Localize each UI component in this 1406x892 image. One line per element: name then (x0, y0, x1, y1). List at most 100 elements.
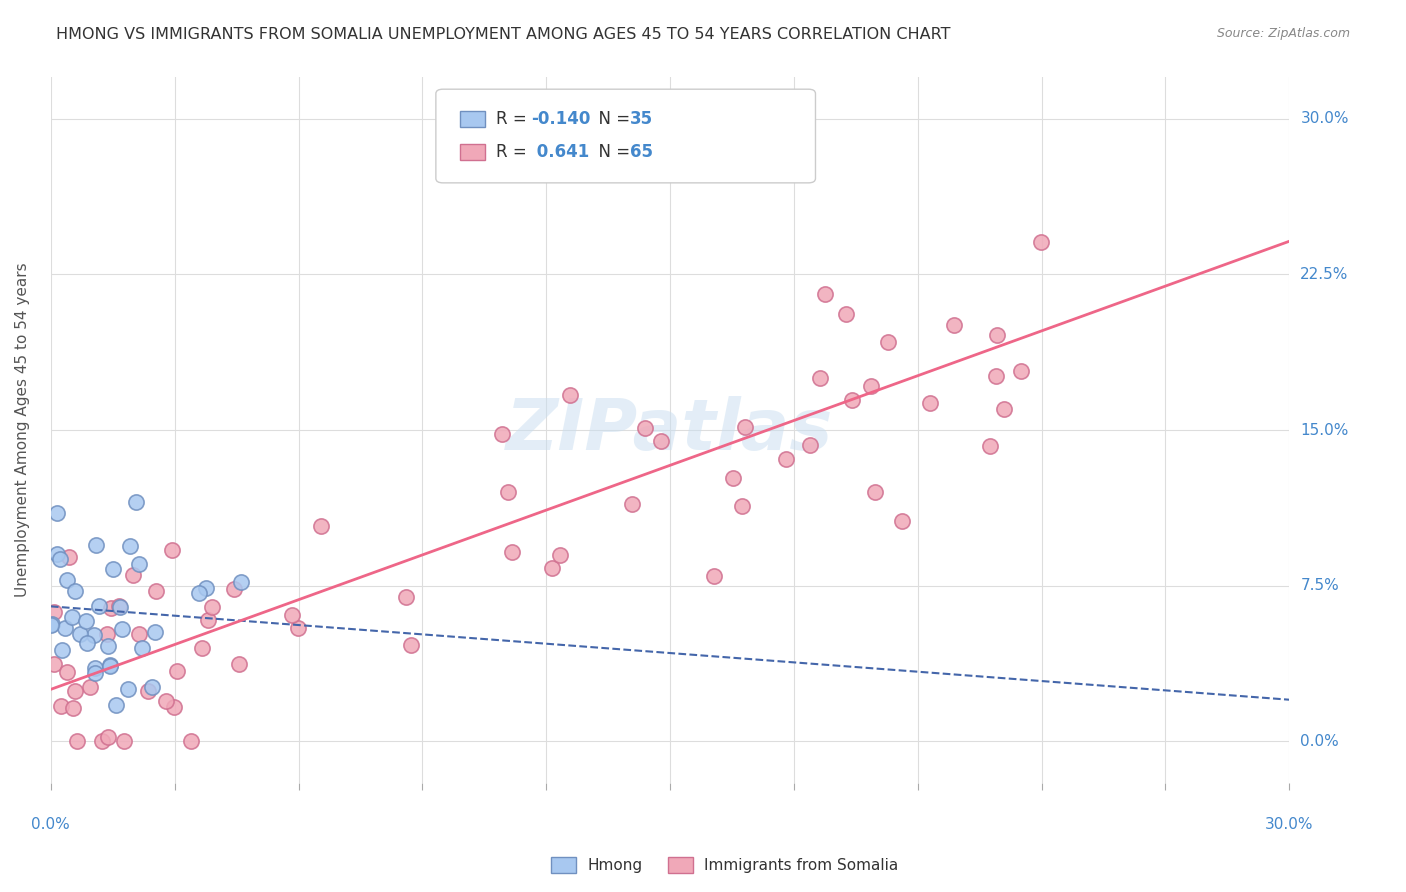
Point (194, 581, 217, 595)
Point (110, 599, 132, 614)
Point (39, 618, 62, 632)
Point (891, 514, 914, 528)
Point (731, 499, 754, 513)
Point (79, 680, 101, 694)
Point (104, 698, 127, 712)
Text: N =: N = (588, 143, 636, 161)
Point (145, 584, 167, 599)
Point (201, 599, 224, 614)
Point (45, 547, 67, 561)
Point (309, 518, 332, 533)
Point (399, 638, 422, 652)
Text: 0.0%: 0.0% (31, 817, 70, 832)
Point (84, 661, 107, 675)
Point (993, 402, 1015, 417)
Point (101, 562, 124, 576)
Point (112, 734, 135, 748)
Text: Hmong: Hmong (588, 858, 643, 872)
Point (197, 613, 219, 627)
Point (229, 574, 252, 589)
Point (118, 539, 141, 553)
Point (97, 639, 120, 653)
Point (918, 395, 941, 409)
Point (96, 627, 118, 641)
Point (58, 549, 80, 564)
Point (188, 586, 211, 600)
Point (1031, 235, 1053, 250)
Text: 22.5%: 22.5% (1301, 267, 1348, 282)
Point (558, 388, 581, 402)
Text: R =: R = (496, 143, 533, 161)
Point (191, 640, 214, 655)
Point (125, 495, 148, 509)
Point (89, 599, 111, 613)
Point (60, 610, 83, 624)
Point (56, 665, 79, 679)
Point (143, 625, 166, 640)
Text: HMONG VS IMMIGRANTS FROM SOMALIA UNEMPLOYMENT AMONG AGES 45 TO 54 YEARS CORRELAT: HMONG VS IMMIGRANTS FROM SOMALIA UNEMPLO… (56, 27, 950, 42)
Text: Immigrants from Somalia: Immigrants from Somalia (704, 858, 898, 872)
Point (66, 734, 89, 748)
Point (63, 584, 86, 599)
Point (634, 421, 657, 435)
Point (224, 582, 246, 596)
Point (69, 627, 91, 641)
Point (41, 617, 63, 632)
Point (155, 694, 177, 708)
Point (621, 497, 644, 511)
Point (501, 545, 523, 559)
Y-axis label: Unemployment Among Ages 45 to 54 years: Unemployment Among Ages 45 to 54 years (15, 263, 30, 598)
Point (45, 506, 67, 520)
Point (984, 368, 1007, 383)
Point (128, 627, 150, 641)
Point (111, 623, 134, 637)
Text: 0.0%: 0.0% (1301, 734, 1339, 748)
Point (703, 568, 725, 582)
Point (395, 591, 418, 605)
Point (541, 561, 564, 575)
Point (180, 734, 202, 748)
Point (108, 599, 131, 614)
Point (287, 621, 309, 635)
Point (131, 640, 153, 655)
Text: ZIPatlas: ZIPatlas (506, 395, 834, 465)
Point (122, 568, 145, 582)
Text: 30.0%: 30.0% (1301, 112, 1348, 127)
Point (860, 379, 883, 393)
Point (51, 642, 73, 657)
Point (100, 600, 122, 615)
Point (814, 287, 837, 301)
Point (548, 548, 571, 562)
Point (877, 335, 900, 350)
Point (163, 699, 186, 714)
Point (42, 657, 65, 672)
Point (97, 730, 120, 744)
Point (128, 558, 150, 572)
Text: -0.140: -0.140 (531, 110, 591, 128)
Point (496, 485, 519, 500)
Point (491, 427, 513, 442)
Point (841, 393, 863, 408)
Text: 30.0%: 30.0% (1265, 817, 1313, 832)
Point (84, 666, 107, 681)
Point (986, 328, 1008, 343)
Point (63, 684, 86, 698)
Point (808, 370, 831, 384)
Point (49, 698, 72, 713)
Point (166, 664, 188, 678)
Point (979, 439, 1001, 453)
Text: 0.641: 0.641 (531, 143, 589, 161)
Point (734, 420, 756, 434)
Point (83, 628, 105, 642)
Point (98, 658, 121, 673)
Point (55, 574, 77, 588)
Point (62, 700, 84, 714)
Point (117, 681, 139, 696)
Point (141, 680, 163, 694)
Text: 7.5%: 7.5% (1301, 578, 1339, 593)
Point (943, 318, 966, 333)
Text: R =: R = (496, 110, 533, 128)
Text: 65: 65 (630, 143, 652, 161)
Text: 15.0%: 15.0% (1301, 423, 1348, 438)
Point (162, 542, 184, 557)
